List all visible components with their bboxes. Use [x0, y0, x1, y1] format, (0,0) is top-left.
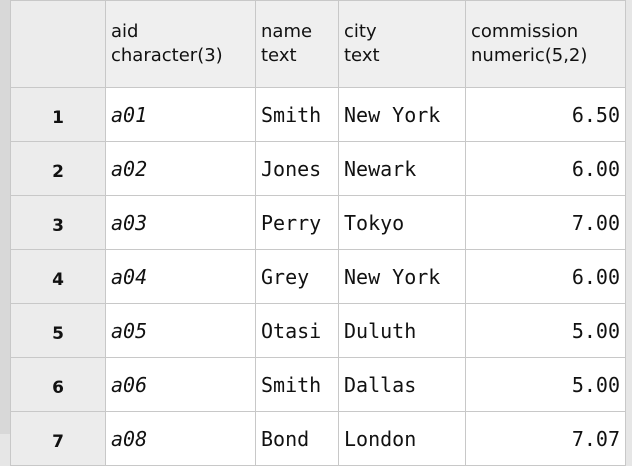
- cell[interactable]: Newark: [338, 141, 466, 196]
- cell[interactable]: Smith: [255, 357, 339, 412]
- data-row: 3 a03 Perry Tokyo 7.00: [10, 195, 626, 250]
- cell-text: Smith: [261, 102, 322, 127]
- cell-text: 7.07: [571, 426, 620, 451]
- cell[interactable]: 7.07: [465, 411, 626, 466]
- data-grid: aid character(3) name text city text commissio…: [10, 0, 626, 466]
- cell[interactable]: a04: [105, 249, 256, 304]
- cell-text: 5.00: [571, 372, 620, 397]
- cell-text: 7.00: [571, 210, 620, 235]
- cell-text: Duluth: [344, 318, 417, 343]
- cell-text: 6.00: [571, 264, 620, 289]
- row-number[interactable]: 4: [10, 249, 106, 304]
- row-number-text: 1: [52, 107, 64, 128]
- cell-text: 5.00: [571, 318, 620, 343]
- cell[interactable]: Bond: [255, 411, 339, 466]
- cell[interactable]: New York: [338, 249, 466, 304]
- cell-text: a02: [111, 156, 148, 181]
- column-header[interactable]: name text: [255, 0, 339, 88]
- cell[interactable]: Jones: [255, 141, 339, 196]
- column-type: text: [261, 45, 297, 66]
- column-name: city: [344, 21, 377, 42]
- cell[interactable]: 5.00: [465, 357, 626, 412]
- cell-text: a04: [111, 264, 148, 289]
- corner-cell: [10, 0, 106, 88]
- cell-text: Grey: [261, 264, 310, 289]
- cell-text: Bond: [261, 426, 310, 451]
- cell[interactable]: a01: [105, 87, 256, 142]
- cell-text: Smith: [261, 372, 322, 397]
- data-row: 4 a04 Grey New York 6.00: [10, 249, 626, 304]
- cell-text: Otasi: [261, 318, 322, 343]
- cell[interactable]: 5.00: [465, 303, 626, 358]
- cell[interactable]: a05: [105, 303, 256, 358]
- column-name: aid: [111, 21, 139, 42]
- cell[interactable]: Dallas: [338, 357, 466, 412]
- row-number[interactable]: 6: [10, 357, 106, 412]
- row-number-text: 4: [52, 269, 64, 290]
- column-name: commission: [471, 21, 579, 42]
- cell[interactable]: a08: [105, 411, 256, 466]
- cell[interactable]: Smith: [255, 87, 339, 142]
- cell-text: a06: [111, 372, 148, 397]
- cell-text: Dallas: [344, 372, 417, 397]
- cell[interactable]: New York: [338, 87, 466, 142]
- cell-text: Jones: [261, 156, 322, 181]
- cell[interactable]: 6.00: [465, 249, 626, 304]
- column-type: character(3): [111, 45, 223, 66]
- cell-text: New York: [344, 264, 441, 289]
- cell[interactable]: London: [338, 411, 466, 466]
- column-header[interactable]: aid character(3): [105, 0, 256, 88]
- cell[interactable]: Grey: [255, 249, 339, 304]
- cell[interactable]: Otasi: [255, 303, 339, 358]
- column-header[interactable]: city text: [338, 0, 466, 88]
- data-row: 5 a05 Otasi Duluth 5.00: [10, 303, 626, 358]
- cell[interactable]: 6.00: [465, 141, 626, 196]
- row-number[interactable]: 3: [10, 195, 106, 250]
- data-row: 1 a01 Smith New York 6.50: [10, 87, 626, 142]
- cell-text: a01: [111, 102, 148, 127]
- data-row: 6 a06 Smith Dallas 5.00: [10, 357, 626, 412]
- row-number[interactable]: 5: [10, 303, 106, 358]
- row-number[interactable]: 7: [10, 411, 106, 466]
- cell-text: New York: [344, 102, 441, 127]
- cell[interactable]: a06: [105, 357, 256, 412]
- row-number-text: 3: [52, 215, 64, 236]
- row-number-text: 7: [52, 431, 64, 452]
- cell-text: a03: [111, 210, 148, 235]
- cell[interactable]: a03: [105, 195, 256, 250]
- cell-text: London: [344, 426, 417, 451]
- cell-text: a05: [111, 318, 148, 343]
- row-number[interactable]: 2: [10, 141, 106, 196]
- cell-text: a08: [111, 426, 148, 451]
- cell[interactable]: 7.00: [465, 195, 626, 250]
- data-row: 2 a02 Jones Newark 6.00: [10, 141, 626, 196]
- row-number-text: 6: [52, 377, 64, 398]
- cell-text: Newark: [344, 156, 417, 181]
- side-strip: [0, 0, 10, 434]
- cell-text: 6.00: [571, 156, 620, 181]
- cell-text: Tokyo: [344, 210, 405, 235]
- cell-text: 6.50: [571, 102, 620, 127]
- cell[interactable]: Perry: [255, 195, 339, 250]
- row-number[interactable]: 1: [10, 87, 106, 142]
- row-number-text: 5: [52, 323, 64, 344]
- column-type: numeric(5,2): [471, 45, 588, 66]
- column-type: text: [344, 45, 380, 66]
- data-row: 7 a08 Bond London 7.07: [10, 411, 626, 466]
- cell[interactable]: Duluth: [338, 303, 466, 358]
- grid-body: 1 a01 Smith New York 6.50 2 a02 Jones Newark 6.00…: [10, 87, 626, 466]
- cell-text: Perry: [261, 210, 322, 235]
- cell[interactable]: Tokyo: [338, 195, 466, 250]
- column-name: name: [261, 21, 313, 42]
- cell[interactable]: a02: [105, 141, 256, 196]
- column-header[interactable]: commission numeric(5,2): [465, 0, 626, 88]
- row-number-text: 2: [52, 161, 64, 182]
- header-row: aid character(3) name text city text commissio…: [10, 0, 626, 88]
- cell[interactable]: 6.50: [465, 87, 626, 142]
